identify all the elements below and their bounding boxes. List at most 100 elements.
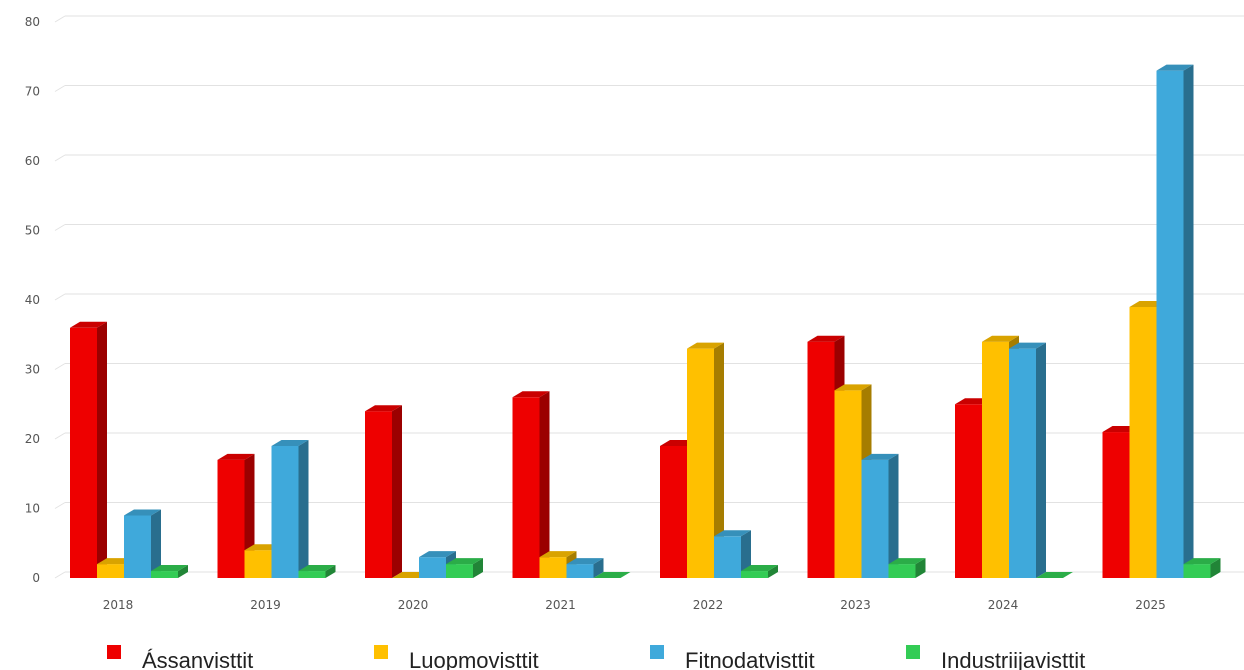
bar-front-face <box>70 327 97 578</box>
bar-side-face <box>298 439 309 578</box>
x-tick-label: 2025 <box>1135 598 1166 612</box>
bar-front-face <box>888 564 916 578</box>
bar-side-face <box>97 321 107 578</box>
legend-swatch <box>107 645 121 659</box>
bar-top-face <box>982 335 1019 342</box>
bar-front-face <box>1183 564 1211 578</box>
bar-front-face <box>1102 432 1130 578</box>
y-tick-label: 10 <box>25 502 40 516</box>
bar-front-face <box>955 404 982 578</box>
bar-front-face <box>97 564 124 578</box>
gridline-depth <box>54 363 66 370</box>
bar-front-face <box>982 341 1009 578</box>
bar-top-face <box>419 551 456 558</box>
y-tick-label: 30 <box>25 363 40 377</box>
gridlines <box>54 15 1244 579</box>
legend-item: Fitnodatvisttit <box>650 645 815 670</box>
bar-top-face <box>593 572 631 578</box>
bar-side-face <box>741 530 751 578</box>
bar-top-face <box>151 565 188 572</box>
x-tick-label: 2020 <box>398 598 429 612</box>
bar-top-face <box>70 321 107 328</box>
bar-side-face <box>151 509 161 578</box>
bar-side-face <box>473 558 483 578</box>
bar-front-face <box>446 564 473 578</box>
bar-top-face <box>539 551 577 558</box>
bar-front-face <box>1156 70 1184 579</box>
bar <box>687 342 724 578</box>
bar-side-face <box>1036 342 1046 578</box>
gridline-depth <box>54 432 66 440</box>
bar-front-face <box>217 459 245 578</box>
gridline-depth <box>54 502 66 509</box>
bar-top-face <box>714 530 751 537</box>
y-axis-ticks: 0 10 20 30 40 50 60 70 80 <box>25 15 40 585</box>
bar <box>1156 64 1194 579</box>
bar-side-face <box>768 565 778 578</box>
x-tick-label: 2018 <box>103 598 134 612</box>
bar <box>70 321 107 578</box>
bar-top-face <box>741 565 778 572</box>
bar <box>271 439 309 578</box>
bar-side-face <box>539 391 550 578</box>
bar-top-face <box>1009 342 1046 349</box>
bar-top-face <box>298 565 336 572</box>
bar-front-face <box>512 397 540 578</box>
bar-top-face <box>888 558 926 565</box>
bar-front-face <box>151 571 178 578</box>
x-tick-label: 2024 <box>988 598 1019 612</box>
bar-side-face <box>1210 558 1221 578</box>
y-tick-label: 50 <box>25 224 40 238</box>
bar-top-face <box>1036 572 1073 578</box>
y-tick-label: 40 <box>25 293 40 307</box>
bar-front-face <box>298 571 326 578</box>
bar <box>124 509 161 578</box>
bar-side-face <box>714 342 724 578</box>
legend-swatch <box>374 645 388 659</box>
gridline-depth <box>54 293 66 301</box>
bar-top-face <box>446 558 483 565</box>
bar-top-face <box>687 342 724 349</box>
bar-top-face <box>124 509 161 516</box>
bar <box>741 565 778 578</box>
bar <box>151 565 188 578</box>
bar-front-face <box>834 390 862 578</box>
legend-swatch <box>650 645 664 659</box>
bar-top-face <box>512 391 550 398</box>
x-axis-ticks: 2018 2019 2020 2021 2022 2023 2024 2025 <box>103 598 1166 612</box>
y-tick-label: 0 <box>32 571 40 585</box>
y-tick-label: 60 <box>25 154 40 168</box>
gridline-depth <box>54 224 66 231</box>
bar-side-face <box>178 565 188 578</box>
bar <box>512 391 550 578</box>
bar-side-face <box>325 565 336 578</box>
bar <box>298 565 336 578</box>
bars <box>70 64 1221 579</box>
bar-top-face <box>566 558 604 565</box>
y-tick-label: 20 <box>25 432 40 446</box>
bar <box>446 558 483 578</box>
bar-side-face <box>392 405 402 578</box>
y-tick-label: 70 <box>25 85 40 99</box>
legend-item: Luopmovisttit <box>374 645 539 670</box>
bar <box>714 530 751 578</box>
bar-top-face <box>861 453 899 460</box>
bar-front-face <box>660 445 687 578</box>
legend-item: Industriijavisttit <box>906 645 1085 670</box>
gridline-depth <box>54 154 66 162</box>
legend-label: Ássanvisttit <box>142 648 253 670</box>
bar-front-face <box>244 550 272 578</box>
x-tick-label: 2023 <box>840 598 871 612</box>
bar-side-face <box>1183 64 1194 578</box>
bar-side-face <box>915 558 926 578</box>
bar-top-face <box>1156 64 1194 71</box>
legend-label: Industriijavisttit <box>941 648 1085 670</box>
legend-swatch <box>906 645 920 659</box>
bar-front-face <box>807 341 835 578</box>
legend-label: Luopmovisttit <box>409 648 539 670</box>
gridline-depth <box>54 571 66 579</box>
bar-top-face <box>834 384 872 391</box>
x-tick-label: 2019 <box>250 598 281 612</box>
bar-front-face <box>1009 348 1036 578</box>
legend: Ássanvisttit Luopmovisttit Fitnodatvisttit… <box>107 645 1085 670</box>
